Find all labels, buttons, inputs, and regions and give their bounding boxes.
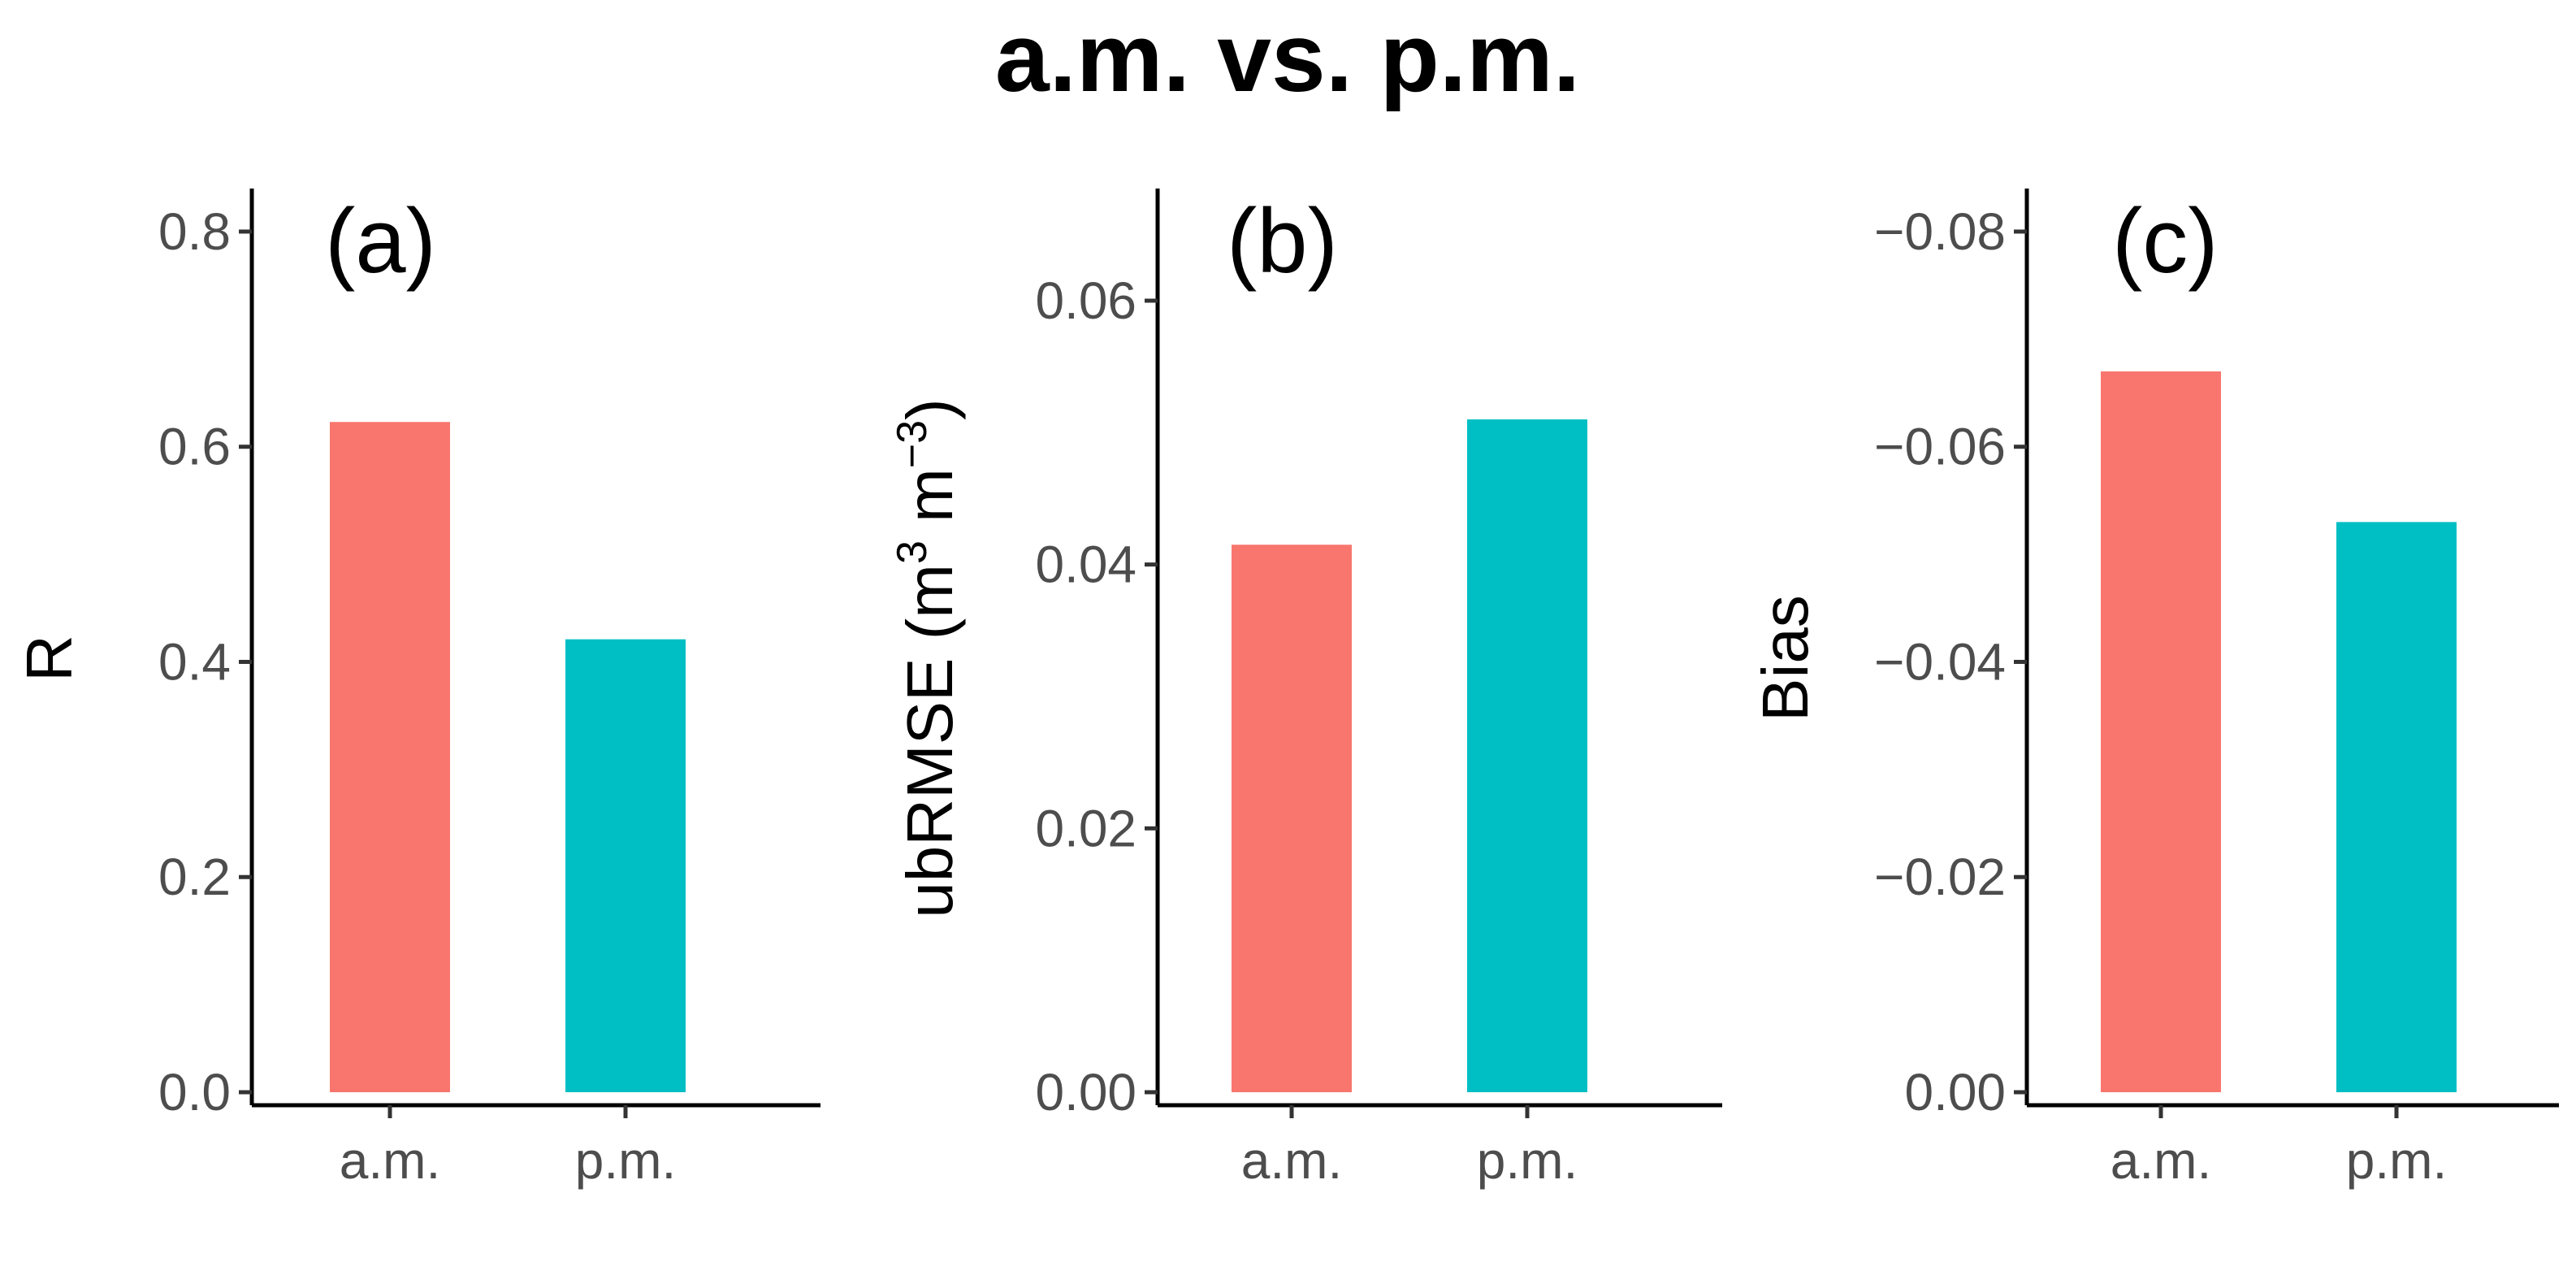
panel-b: (b) ubRMSE (m3 m−3) 0.000.020.040.06a.m.… [889,189,1722,1190]
panel-c: (c) Bias 0.00 −0.02 −0.04 −0.06 −0.08 a.m. p.m… [1749,189,2559,1190]
panel-b-ylabel-sup2: −3 [889,420,936,468]
y-tick-label: −0.08 [1874,202,2006,261]
y-tick-label: 0.06 [1035,271,1136,330]
panel-a-ylabel: R [13,635,85,682]
y-tick-label: 0.6 [158,418,231,476]
y-tick-label: −0.02 [1874,848,2006,906]
panel-c-label: (c) [2112,190,2219,292]
x-tick-label: a.m. [340,1131,440,1190]
panel-b-ylabel: ubRMSE (m3 m−3) [889,398,966,917]
bar-am [2101,371,2221,1092]
figure-title: a.m. vs. p.m. [995,3,1580,112]
x-tick-label: a.m. [2111,1131,2211,1190]
x-tick-label: p.m. [1477,1131,1578,1190]
panel-b-ylabel-base1: m [894,564,966,618]
panel-c-plot: 0.00 −0.02 −0.04 −0.06 −0.08 a.m. p.m. [1874,189,2559,1190]
bar-am [330,422,450,1092]
bar-pm [1467,419,1587,1092]
panel-b-ylabel-sup1: 3 [889,540,936,564]
panel-a-plot: 0.0 0.2 0.4 0.6 0.8 a.m. p.m. [158,189,820,1190]
y-tick-label: 0.02 [1035,799,1136,857]
y-tick-label: 0.8 [158,202,231,261]
y-tick-label: 0.00 [1904,1063,2006,1121]
bar-am [1232,544,1352,1092]
bar-pm [565,639,686,1092]
panel-b-ylabel-text: ubRMSE [894,658,966,918]
panel-a: (a) R 0.0 0.2 0.4 0.6 0.8 a.m. p.m. [13,189,820,1190]
y-tick-label: 0.4 [158,632,231,691]
bar-pm [2336,522,2457,1092]
panel-b-plot: 0.00 0.02 0.04 0.06 a.m. p.m. [1035,189,1722,1190]
panel-c-ylabel: Bias [1749,595,1821,722]
y-tick-label: 0.0 [158,1063,231,1121]
panel-b-ylabel-base2: m [894,468,966,540]
y-tick-label: −0.06 [1874,418,2006,476]
x-tick-label: p.m. [575,1131,676,1190]
panel-a-label: (a) [325,190,436,292]
x-tick-label: p.m. [2346,1131,2447,1190]
y-tick-label: 0.2 [158,848,231,906]
y-tick-label: 0.04 [1035,536,1136,594]
x-tick-label: a.m. [1241,1131,1342,1190]
y-tick-label: −0.04 [1874,632,2006,691]
panel-b-label: (b) [1227,190,1338,292]
y-tick-label: 0.00 [1035,1063,1136,1121]
panel-b-ylabel-close: ) [894,398,966,420]
panel-b-ylabel-open: ( [894,618,966,640]
